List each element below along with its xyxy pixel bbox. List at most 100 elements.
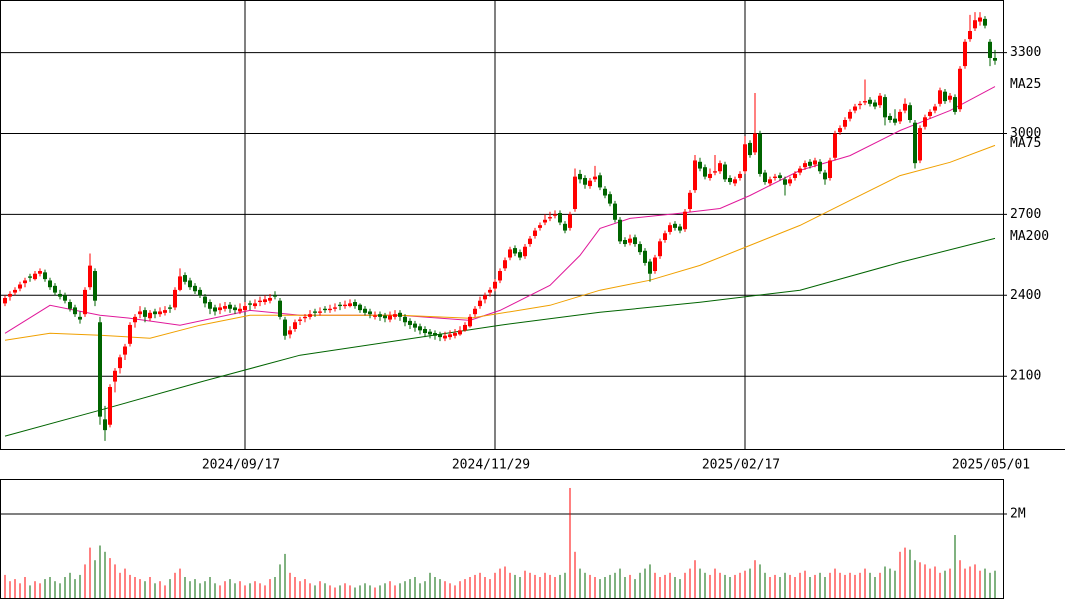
candle-body <box>973 20 977 29</box>
candle-body <box>238 308 242 312</box>
candle-body <box>513 248 517 254</box>
volume-bar <box>504 566 506 598</box>
candle-body <box>758 133 762 174</box>
volume-bar <box>979 570 981 598</box>
candle-body <box>463 324 467 331</box>
candle-body <box>293 322 297 329</box>
candle-body <box>188 280 192 288</box>
candle-body <box>798 168 802 173</box>
candle-body <box>813 160 817 165</box>
volume-bar <box>269 579 271 598</box>
candle-body <box>68 302 72 309</box>
volume-bar <box>424 581 426 598</box>
volume-bar <box>154 583 156 598</box>
volume-bar <box>334 587 336 598</box>
legend-label: MA200 <box>1010 229 1049 244</box>
volume-bar <box>329 585 331 598</box>
candle-body <box>723 164 727 180</box>
volume-bar <box>699 568 701 598</box>
candle-body <box>533 230 537 236</box>
volume-bar <box>304 579 306 598</box>
candle-body <box>693 160 697 191</box>
candle-body <box>803 163 807 168</box>
candle-body <box>938 90 942 104</box>
volume-bar <box>749 568 751 598</box>
volume-bar <box>989 572 991 598</box>
x-tick-label: 2025/02/17 <box>702 458 780 473</box>
candle-body <box>458 330 462 335</box>
volume-bar <box>19 583 21 598</box>
volume-bar <box>69 572 71 598</box>
y-tick-label: 2M <box>1010 507 1026 522</box>
volume-bar <box>194 579 196 598</box>
volume-bar <box>769 577 771 598</box>
volume-bar <box>179 568 181 598</box>
volume-bar <box>319 581 321 598</box>
volume-bar <box>664 574 666 598</box>
candle-body <box>73 307 77 315</box>
volume-bar <box>614 572 616 598</box>
candle-body <box>213 307 217 312</box>
candle-body <box>363 308 367 313</box>
candle-body <box>348 303 352 307</box>
candle-body <box>733 179 737 184</box>
candle-body <box>263 299 267 303</box>
volume-bar <box>669 572 671 598</box>
volume-bar <box>839 572 841 598</box>
candle-body <box>903 103 907 111</box>
volume-bar <box>434 577 436 598</box>
volume-bar <box>959 560 961 598</box>
candle-body <box>718 163 722 172</box>
volume-bar <box>624 577 626 598</box>
volume-bar <box>114 564 116 598</box>
candle-body <box>953 97 957 112</box>
volume-bar <box>499 568 501 598</box>
candle-body <box>783 179 787 185</box>
candle-body <box>908 105 912 121</box>
volume-bar <box>169 579 171 598</box>
volume-bar <box>84 564 86 598</box>
candle-body <box>388 315 392 320</box>
candle-body <box>738 173 742 178</box>
volume-bar <box>894 570 896 598</box>
moving-average-line <box>4 237 996 437</box>
candle-body <box>78 316 82 320</box>
candle-body <box>353 302 357 307</box>
volume-bar <box>324 583 326 598</box>
candle-body <box>373 315 377 317</box>
candle-body <box>358 304 362 311</box>
volume-bar <box>964 568 966 598</box>
volume-bar <box>944 570 946 598</box>
volume-bar <box>899 551 901 598</box>
volume-bar <box>224 581 226 598</box>
volume-bar <box>799 572 801 598</box>
volume-bar <box>679 579 681 598</box>
volume-bar <box>824 577 826 598</box>
candle-body <box>763 172 767 183</box>
candle-body <box>948 95 952 100</box>
candle-body <box>328 308 332 311</box>
volume-bar <box>564 572 566 598</box>
candle-body <box>988 41 992 58</box>
candle-body <box>613 203 617 220</box>
volume-bar <box>739 572 741 598</box>
candle-body <box>778 175 782 178</box>
candle-body <box>268 297 272 301</box>
volume-bar <box>59 583 61 598</box>
candle-body <box>323 308 327 311</box>
volume-bar <box>234 583 236 598</box>
candle-body <box>8 293 12 297</box>
volume-bar <box>209 577 211 598</box>
volume-bar <box>74 579 76 598</box>
candle-body <box>883 97 887 118</box>
candle-body <box>848 111 852 119</box>
candle-body <box>273 295 277 297</box>
candle-body <box>968 31 972 40</box>
volume-bar <box>939 572 941 598</box>
volume-bar <box>244 585 246 598</box>
candle-body <box>228 304 232 309</box>
candle-body <box>753 133 757 153</box>
volume-bar <box>379 585 381 598</box>
candle-body <box>608 194 612 204</box>
volume-bar <box>934 566 936 598</box>
